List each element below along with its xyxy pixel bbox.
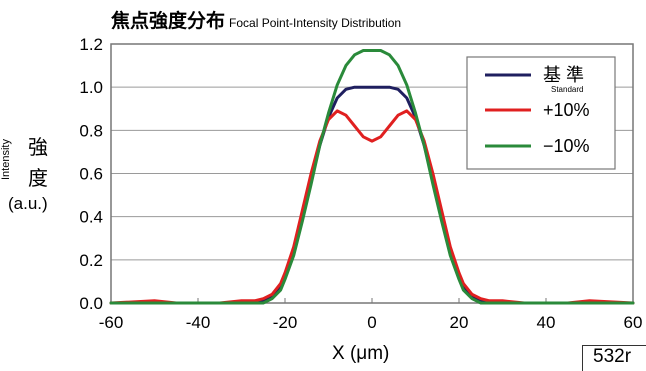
chart-title: 焦点強度分布 Focal Point-Intensity Distribution <box>111 6 401 33</box>
y-axis-unit: (a.u.) <box>8 194 48 213</box>
chart-subtitle: Focal Point-Intensity Distribution <box>229 16 402 30</box>
y-tick-label: 0.4 <box>79 208 103 227</box>
x-tick-label: 20 <box>450 313 469 332</box>
x-tick-label: -60 <box>99 313 124 332</box>
x-axis-label: X (μm) <box>332 343 390 364</box>
legend-sublabel: Standard <box>551 85 583 94</box>
y-tick-label: 0.2 <box>79 251 103 270</box>
series-line-1 <box>109 109 635 305</box>
y-tick-label: 0.6 <box>79 165 103 184</box>
series-lines <box>109 49 635 305</box>
wavelength-box: 532r <box>582 345 646 371</box>
y-tick-label: 1.2 <box>79 35 103 54</box>
legend-label: −10% <box>543 136 590 156</box>
legend-label: +10% <box>543 100 590 120</box>
x-tick-label: 60 <box>624 313 643 332</box>
x-tick-label: 40 <box>537 313 556 332</box>
plot-frame <box>110 43 634 304</box>
legend-label: 基 準 <box>543 65 584 85</box>
y-tick-label: 1.0 <box>79 78 103 97</box>
x-tick-label: -20 <box>273 313 298 332</box>
x-tick-label: -40 <box>186 313 211 332</box>
y-tick-label: 0.0 <box>79 294 103 313</box>
tick-labels: 0.0 0.2 0.4 0.6 0.8 1.0 1.2 -60 -40 -20 0 20 40 60 <box>79 35 642 332</box>
wavelength-label: 532r <box>593 346 632 367</box>
x-tick-label: 0 <box>367 313 376 332</box>
y-axis-label-jp-2: 度 <box>28 168 48 190</box>
series-line-2 <box>109 49 635 305</box>
y-axis-label-jp-1: 強 <box>28 137 48 159</box>
chart-title-jp: 焦点強度分布 <box>111 11 226 32</box>
y-tick-label: 0.8 <box>79 121 103 140</box>
